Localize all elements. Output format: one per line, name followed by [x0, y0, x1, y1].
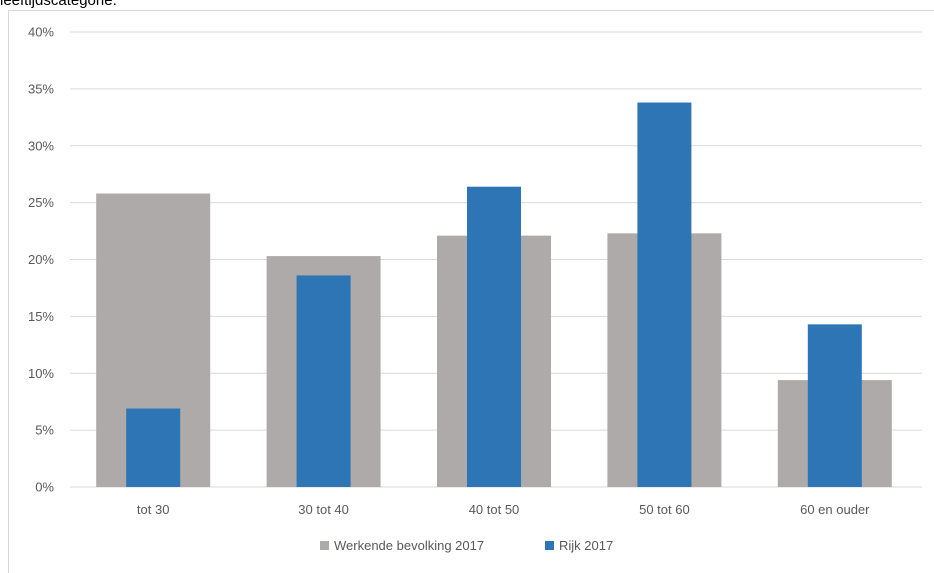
chart-caption: leeftijdscategorie. — [0, 0, 117, 9]
chart-frame — [8, 10, 934, 573]
x-category-label: 50 tot 60 — [639, 502, 690, 517]
legend-swatch-werkende — [320, 541, 329, 550]
legend-swatch-rijk — [545, 541, 554, 550]
x-category-label: 30 tot 40 — [298, 502, 349, 517]
legend-label-werkende: Werkende bevolking 2017 — [334, 538, 484, 553]
y-tick-label: 5% — [35, 423, 54, 438]
y-tick-label: 0% — [35, 480, 54, 495]
bar-rijk — [467, 186, 521, 487]
bar-rijk — [126, 408, 181, 487]
y-tick-label: 30% — [28, 138, 54, 153]
y-tick-label: 15% — [28, 309, 54, 324]
y-tick-label: 25% — [28, 195, 54, 210]
x-category-label: 40 tot 50 — [469, 502, 520, 517]
legend-label-rijk: Rijk 2017 — [559, 538, 613, 553]
bar-rijk — [296, 275, 351, 487]
y-tick-label: 40% — [28, 25, 54, 40]
y-tick-label: 35% — [28, 81, 54, 96]
x-category-label: 60 en ouder — [800, 502, 870, 517]
y-tick-label: 20% — [28, 252, 54, 267]
bar-rijk — [807, 324, 862, 487]
x-category-label: tot 30 — [137, 502, 170, 517]
y-tick-label: 10% — [28, 366, 54, 381]
bar-rijk — [637, 102, 692, 488]
